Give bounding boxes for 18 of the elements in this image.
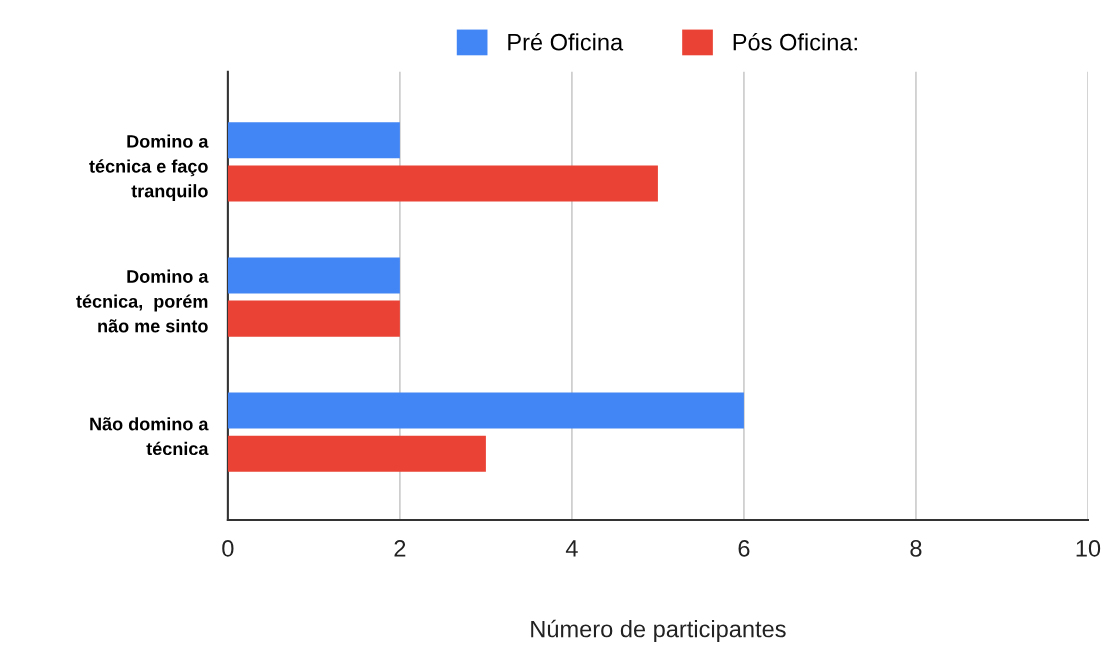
bar — [227, 435, 486, 472]
y-tick-label: Não domino a técnica — [90, 417, 209, 456]
legend-label: Pré Oficina — [508, 32, 624, 51]
bar — [227, 392, 744, 429]
bar — [227, 122, 400, 159]
x-tick-label: 6 — [738, 540, 750, 557]
x-tick-label: 10 — [1076, 540, 1101, 557]
y-tick-label: Domino a técnica e faço tranquilo — [89, 134, 209, 201]
x-tick-label: 4 — [565, 540, 578, 557]
bar — [227, 257, 400, 294]
x-tick-label: 0 — [222, 540, 234, 557]
bar — [227, 300, 400, 337]
legend-label: Pós Oficina: — [733, 32, 857, 51]
x-axis-title: Número de participantes — [531, 619, 786, 643]
y-tick-label: Domino a técnica, porém não me sinto — [76, 269, 209, 333]
x-tick-label: 8 — [910, 540, 922, 557]
bar — [227, 165, 658, 202]
x-tick-label: 2 — [394, 540, 406, 557]
